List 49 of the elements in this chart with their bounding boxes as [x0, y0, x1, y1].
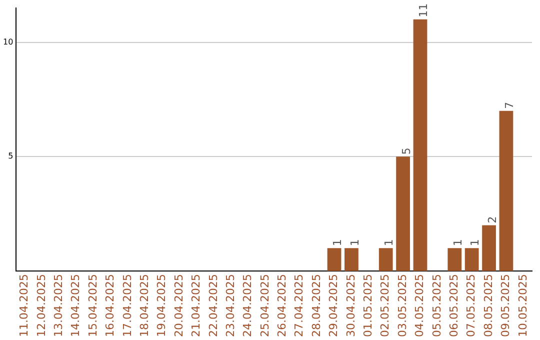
- x-tick-label: 20.04.2025: [172, 274, 186, 338]
- x-tick-label: 26.04.2025: [276, 274, 289, 338]
- x-tick-label: 22.04.2025: [206, 274, 220, 338]
- x-tick-label: 07.05.2025: [464, 274, 478, 338]
- x-tick-label: 03.05.2025: [396, 274, 409, 338]
- bar: [482, 225, 496, 272]
- data-label: 1: [331, 239, 344, 246]
- data-label: 1: [348, 239, 362, 246]
- x-tick-label: 13.04.2025: [52, 274, 66, 338]
- x-tick-label: 04.05.2025: [413, 274, 426, 338]
- x-tick-label: 12.04.2025: [34, 274, 48, 338]
- data-label: 7: [503, 102, 516, 109]
- data-label: 5: [400, 148, 413, 155]
- x-tick-label: 29.04.2025: [327, 274, 340, 338]
- x-tick-label: 11.04.2025: [18, 274, 31, 338]
- data-label: 2: [486, 216, 499, 224]
- x-tick-label: 02.05.2025: [378, 274, 392, 338]
- bar: [344, 248, 358, 272]
- x-tick-label: 05.05.2025: [430, 274, 444, 338]
- x-tick-label: 08.05.2025: [482, 274, 495, 338]
- bar: [448, 248, 462, 272]
- x-tick-label: 21.04.2025: [190, 274, 203, 338]
- x-tick-label: 24.04.2025: [241, 274, 254, 338]
- bar: [396, 156, 410, 272]
- data-label: 11: [417, 3, 430, 18]
- x-tick-label: 14.04.2025: [69, 274, 82, 338]
- x-tick-label: 19.04.2025: [155, 274, 168, 338]
- x-tick-label: 01.05.2025: [362, 274, 375, 338]
- data-label: 1: [382, 239, 396, 246]
- x-tick-label: 17.04.2025: [120, 274, 134, 338]
- x-tick-label: 06.05.2025: [447, 274, 460, 338]
- x-tick-label: 18.04.2025: [138, 274, 151, 338]
- data-label: 1: [451, 239, 464, 246]
- bar: [378, 248, 393, 272]
- bar: [413, 19, 428, 272]
- bar: [464, 248, 479, 272]
- data-label: 1: [468, 239, 482, 246]
- x-tick-label: 27.04.2025: [292, 274, 306, 338]
- x-tick-label: 16.04.2025: [104, 274, 117, 338]
- bar: [499, 110, 514, 272]
- x-tick-label: 23.04.2025: [224, 274, 237, 338]
- bar: [327, 248, 342, 272]
- x-tick-label: 30.04.2025: [344, 274, 358, 338]
- y-tick-label: 10: [2, 37, 14, 46]
- x-tick-label: 25.04.2025: [258, 274, 272, 338]
- x-tick-label: 10.05.2025: [516, 274, 530, 338]
- x-tick-label: 09.05.2025: [499, 274, 512, 338]
- x-tick-label: 15.04.2025: [86, 274, 100, 338]
- x-tick-label: 28.04.2025: [310, 274, 323, 338]
